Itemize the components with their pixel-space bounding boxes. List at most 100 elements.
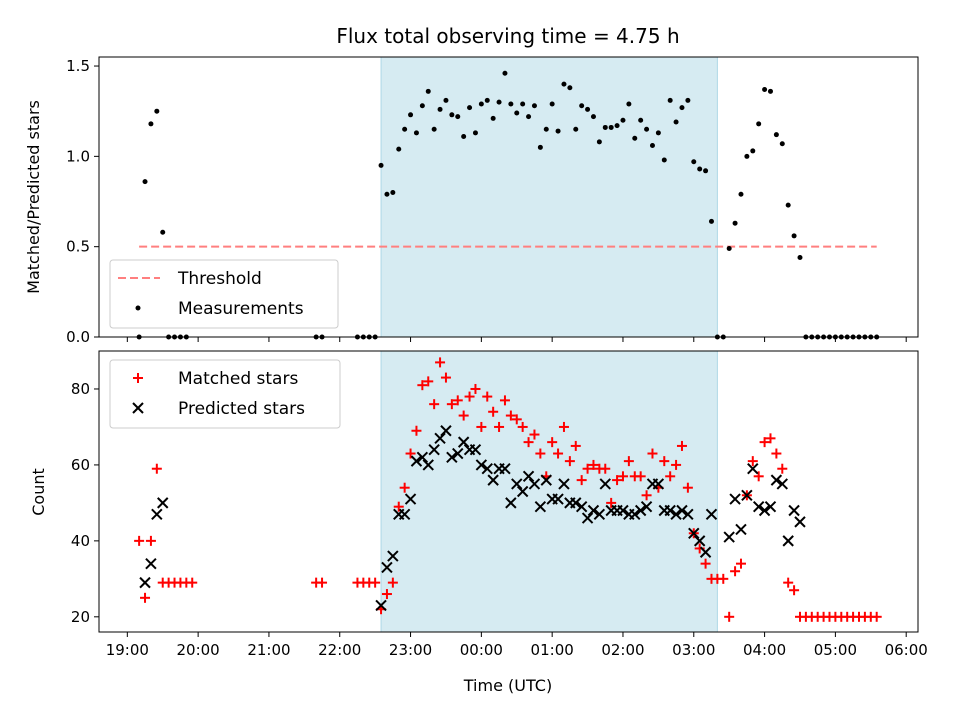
matched-star-point — [606, 497, 617, 508]
x-tick-label: 06:00 — [885, 641, 928, 659]
y-tick-label: 0.5 — [66, 238, 90, 256]
measurement-point — [602, 124, 608, 130]
matched-star-point — [765, 433, 776, 444]
predicted-star-point — [587, 504, 600, 517]
matched-star-point — [753, 471, 764, 482]
measurement-point — [431, 126, 437, 132]
matched-star-point — [676, 440, 687, 451]
measurement-point — [691, 159, 697, 165]
measurement-point — [649, 143, 655, 149]
predicted-star-point — [617, 504, 629, 517]
predicted-star-point — [670, 508, 682, 520]
matched-star-point — [523, 437, 534, 448]
measurement-point — [413, 130, 419, 136]
matched-star-point — [517, 421, 528, 432]
predicted-star-point — [634, 504, 647, 517]
legend-dot-swatch — [135, 305, 141, 311]
matched-star-point — [140, 592, 151, 603]
predicted-star-point — [776, 478, 788, 490]
x-b — [558, 478, 570, 490]
matched-star-point — [417, 380, 428, 391]
x-b — [157, 497, 169, 509]
predicted-star-point — [157, 497, 169, 509]
measurement-point — [549, 101, 555, 107]
predicted-star-point — [410, 455, 423, 467]
matched-star-point — [387, 577, 398, 588]
x-b — [634, 504, 647, 517]
matched-star-point — [730, 566, 741, 577]
x-b — [640, 500, 653, 513]
x-b — [487, 474, 499, 486]
matched-star-point — [700, 558, 711, 569]
x-b — [422, 459, 434, 471]
predicted-star-point — [640, 500, 653, 513]
matched-star-point — [399, 482, 410, 493]
x-b — [375, 599, 387, 612]
matched-star-point — [547, 437, 558, 448]
matched-star-point — [488, 406, 499, 417]
predicted-star-point — [145, 557, 157, 570]
matched-star-point — [458, 410, 469, 421]
x-b — [770, 474, 783, 486]
matched-star-point — [777, 463, 788, 474]
x-b — [151, 508, 163, 520]
measurement-point — [390, 189, 396, 195]
series-matched-stars — [134, 357, 882, 622]
measurement-point — [596, 139, 602, 145]
x-b — [688, 527, 700, 539]
measurement-point — [496, 99, 502, 105]
measurement-point — [384, 191, 390, 197]
predicted-star-point — [516, 485, 529, 498]
measurement-point — [732, 220, 738, 226]
x-b — [469, 444, 482, 456]
matched-star-point — [635, 471, 646, 482]
measurement-point — [756, 121, 762, 127]
measurement-point — [443, 97, 449, 103]
x-tick-label: 05:00 — [814, 641, 857, 659]
predicted-star-point — [682, 508, 694, 520]
matched-star-point — [665, 471, 676, 482]
predicted-star-point — [747, 463, 759, 475]
matched-star-point — [476, 421, 487, 432]
matched-star-point — [499, 395, 510, 406]
matched-star-point — [771, 448, 782, 459]
predicted-star-point — [387, 550, 399, 562]
measurement-point — [154, 108, 160, 114]
predicted-star-point — [375, 599, 387, 612]
measurement-point — [467, 105, 473, 111]
x-b — [723, 531, 735, 543]
predicted-star-point — [139, 576, 151, 589]
predicted-star-point — [534, 500, 547, 513]
measurement-point — [738, 191, 744, 197]
matched-star-point — [588, 459, 599, 470]
predicted-star-point — [505, 497, 517, 509]
measurement-point — [638, 117, 644, 123]
predicted-star-point — [764, 500, 777, 513]
plot-frame — [98, 56, 919, 338]
predicted-star-point — [446, 451, 458, 464]
predicted-star-point — [422, 459, 434, 471]
x-b — [452, 447, 464, 460]
x-axis-label: Time (UTC) — [463, 676, 552, 695]
predicted-star-point — [469, 444, 482, 456]
x-b — [410, 455, 423, 467]
x-b — [511, 478, 523, 490]
measurement-point — [655, 130, 661, 136]
measurement-point — [425, 88, 431, 94]
matched-star-point — [494, 421, 505, 432]
predicted-star-point — [688, 527, 700, 539]
x-b — [617, 504, 629, 517]
x-b — [699, 546, 712, 558]
measurement-point — [703, 168, 709, 174]
measurement-point — [567, 85, 573, 91]
x-tick-label: 20:00 — [177, 641, 220, 659]
x-tick-label: 00:00 — [460, 641, 503, 659]
y-tick-label: 0.0 — [66, 328, 90, 346]
x-b — [434, 432, 446, 445]
matched-star-point — [553, 448, 564, 459]
predicted-star-point — [499, 463, 511, 475]
measurement-point — [531, 103, 537, 109]
x-tick-label: 19:00 — [106, 641, 149, 659]
measurement-point — [797, 255, 803, 261]
